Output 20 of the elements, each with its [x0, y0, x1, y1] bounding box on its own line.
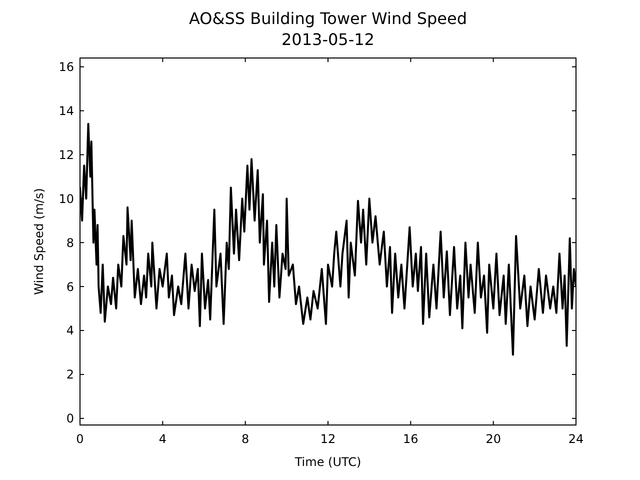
chart-subtitle: 2013-05-12: [282, 30, 374, 49]
x-tick-label: 24: [568, 432, 584, 446]
y-axis-title: Wind Speed (m/s): [32, 188, 46, 295]
y-tick-label: 6: [66, 280, 74, 294]
y-tick-label: 4: [66, 324, 74, 338]
y-tick-label: 8: [66, 236, 74, 250]
y-tick-label: 2: [66, 368, 74, 382]
x-tick-label: 4: [158, 432, 166, 446]
x-tick-label: 20: [486, 432, 501, 446]
x-tick-label: 12: [320, 432, 336, 446]
x-tick-label: 16: [403, 432, 418, 446]
y-tick-label: 12: [58, 148, 74, 162]
y-tick-label: 16: [58, 60, 74, 74]
y-tick-label: 10: [58, 192, 74, 206]
chart-title: AO&SS Building Tower Wind Speed: [188, 9, 468, 28]
y-tick-label: 14: [58, 104, 74, 118]
x-axis-title: Time (UTC): [294, 455, 362, 469]
y-tick-label: 0: [66, 412, 74, 426]
x-tick-label: 0: [76, 432, 84, 446]
x-tick-label: 8: [242, 432, 250, 446]
